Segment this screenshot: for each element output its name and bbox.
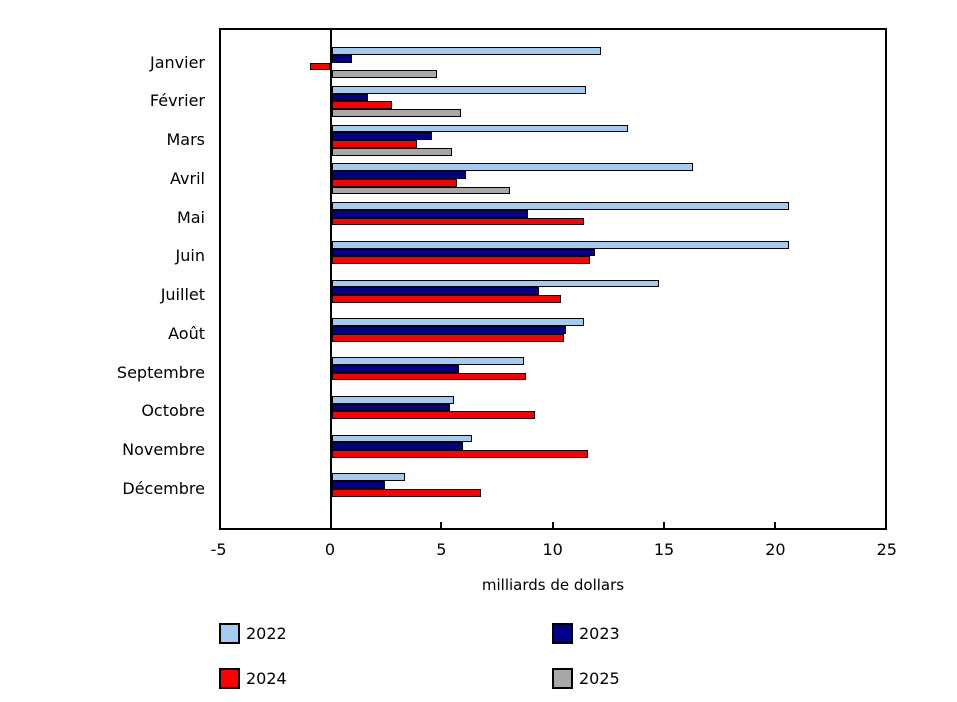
bar-2022-mai [332, 202, 789, 210]
bar-2023-juillet [332, 287, 540, 295]
x-tick-label-0: 0 [324, 540, 336, 559]
legend-swatch-2025 [552, 668, 573, 689]
y-axis-label-3: Mars [166, 130, 205, 149]
x-tick-label-15: 15 [653, 540, 675, 559]
bar-2022-février [332, 85, 586, 94]
bar-2023-octobre [332, 403, 451, 412]
x-tick-15 [663, 522, 666, 528]
bar-2024-mai [332, 217, 584, 226]
x-tick-label-25: 25 [876, 540, 897, 559]
y-axis-label-12: Décembre [122, 478, 205, 498]
bar-2024-décembre [332, 488, 482, 497]
legend-label-2022: 2022 [246, 624, 287, 643]
bar-2024-novembre [332, 450, 589, 458]
x-tick-label-5: 5 [436, 540, 447, 559]
bar-2022-janvier [332, 47, 602, 55]
y-axis-label-7: Juillet [160, 285, 205, 304]
bar-2022-juillet [332, 279, 660, 288]
bar-2022-octobre [332, 395, 455, 404]
x-tick-label-20: 20 [765, 540, 786, 559]
bar-2022-août [332, 318, 584, 326]
zero-axis-line [330, 28, 332, 530]
bar-2022-juin [332, 240, 789, 249]
legend-label-2024: 2024 [246, 669, 287, 688]
bar-2025-janvier [332, 70, 437, 78]
bar-2024-avril [332, 178, 457, 187]
bar-2023-janvier [332, 54, 353, 63]
bar-2023-mars [332, 132, 433, 140]
y-axis-label-1: Janvier [150, 52, 205, 72]
y-axis-label-6: Juin [175, 246, 205, 266]
bar-2024-février [332, 101, 393, 109]
bar-2022-septembre [332, 357, 524, 365]
bar-2022-avril [332, 163, 693, 171]
bar-2023-août [332, 326, 566, 334]
y-axis-label-9: Septembre [116, 362, 205, 382]
bar-2022-mars [332, 124, 629, 133]
bar-2023-mai [332, 209, 528, 218]
bar-2025-février [332, 109, 462, 117]
bar-2023-juin [332, 248, 595, 257]
y-axis-label-8: Août [168, 323, 205, 343]
bar-2023-février [332, 93, 368, 102]
bar-2023-avril [332, 171, 466, 179]
bar-2024-juillet [332, 295, 562, 303]
y-axis-label-4: Avril [170, 168, 205, 188]
y-axis-label-10: Octobre [141, 401, 205, 421]
bar-2022-novembre [332, 434, 473, 443]
x-tick-5 [440, 522, 443, 528]
bar-2023-novembre [332, 442, 464, 450]
x-tick-20 [774, 522, 777, 528]
x-tick-10 [551, 522, 554, 528]
bar-2024-octobre [332, 411, 535, 419]
bar-2024-septembre [332, 372, 526, 381]
legend-label-2025: 2025 [579, 669, 620, 688]
y-axis-label-2: Février [149, 91, 205, 111]
bar-2022-décembre [332, 473, 406, 481]
bar-2023-septembre [332, 364, 459, 373]
legend-label-2023: 2023 [579, 624, 620, 643]
y-axis-label-11: Novembre [122, 440, 205, 459]
bar-2024-août [332, 333, 564, 342]
x-axis-title: milliards de dollars [481, 576, 625, 594]
y-axis-label-5: Mai [176, 207, 205, 227]
bar-2025-mars [332, 147, 453, 156]
legend-swatch-2023 [552, 623, 573, 644]
bar-2024-janvier [309, 62, 330, 71]
legend-swatch-2022 [219, 623, 240, 644]
x-tick-label--5: -5 [210, 540, 227, 559]
bar-2024-juin [332, 256, 591, 264]
bar-2025-avril [332, 186, 511, 195]
bar-2023-décembre [332, 481, 386, 489]
x-tick-label-10: 10 [542, 540, 563, 559]
bar-2024-mars [332, 140, 417, 148]
legend-swatch-2024 [219, 668, 240, 689]
